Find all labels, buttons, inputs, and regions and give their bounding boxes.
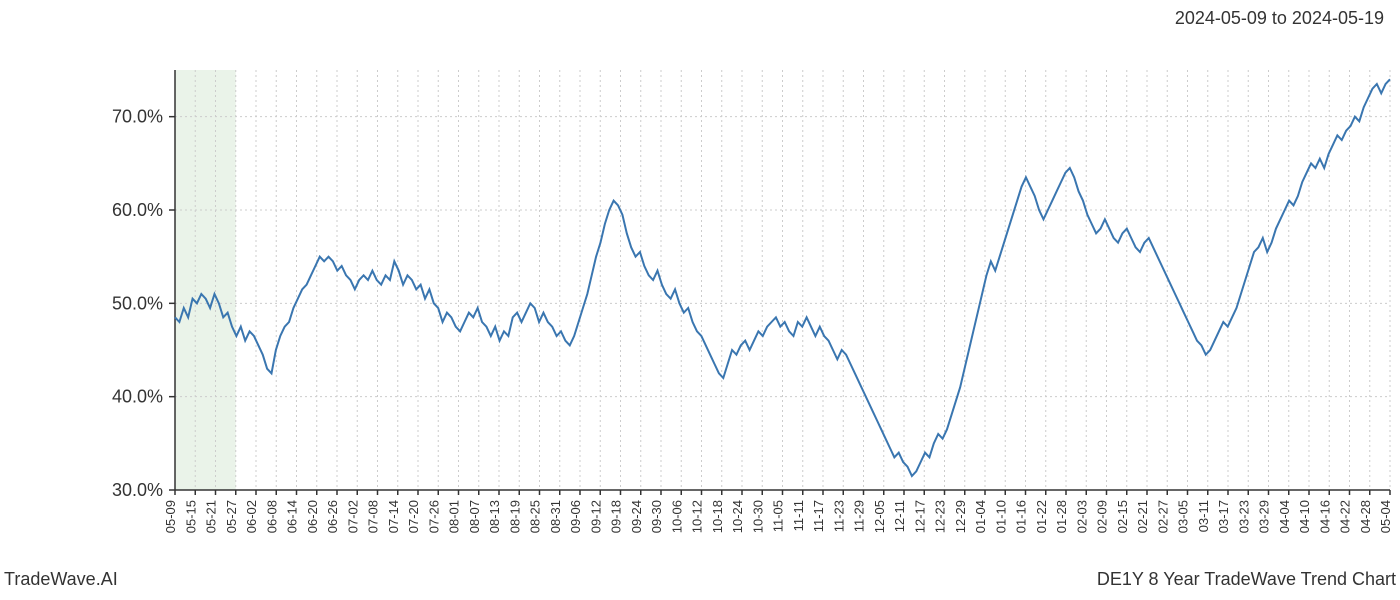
svg-text:07-26: 07-26	[426, 500, 441, 533]
svg-text:03-11: 03-11	[1196, 500, 1211, 532]
svg-text:04-10: 04-10	[1297, 500, 1312, 533]
svg-text:01-04: 01-04	[973, 500, 988, 533]
svg-text:40.0%: 40.0%	[112, 387, 163, 407]
svg-text:03-29: 03-29	[1257, 500, 1272, 533]
svg-text:05-15: 05-15	[183, 500, 198, 533]
svg-text:11-05: 11-05	[771, 500, 786, 532]
svg-text:10-24: 10-24	[730, 500, 745, 533]
svg-text:12-11: 12-11	[892, 500, 907, 532]
svg-text:02-03: 02-03	[1074, 500, 1089, 533]
svg-text:01-22: 01-22	[1034, 500, 1049, 533]
svg-text:04-22: 04-22	[1338, 500, 1353, 533]
svg-text:12-29: 12-29	[953, 500, 968, 533]
svg-text:05-09: 05-09	[163, 500, 178, 533]
svg-text:07-14: 07-14	[386, 500, 401, 533]
svg-text:70.0%: 70.0%	[112, 107, 163, 127]
svg-text:08-19: 08-19	[507, 500, 522, 533]
svg-text:12-23: 12-23	[933, 500, 948, 533]
svg-text:01-10: 01-10	[993, 500, 1008, 533]
svg-text:50.0%: 50.0%	[112, 293, 163, 313]
svg-text:02-15: 02-15	[1115, 500, 1130, 533]
svg-text:09-24: 09-24	[629, 500, 644, 533]
svg-text:02-27: 02-27	[1155, 500, 1170, 533]
svg-text:12-05: 12-05	[872, 500, 887, 533]
svg-text:01-16: 01-16	[1014, 500, 1029, 533]
svg-text:11-11: 11-11	[791, 500, 806, 531]
svg-text:06-14: 06-14	[285, 500, 300, 533]
footer-title: DE1Y 8 Year TradeWave Trend Chart	[1097, 569, 1396, 590]
svg-text:07-02: 07-02	[345, 500, 360, 533]
svg-text:07-20: 07-20	[406, 500, 421, 533]
svg-text:04-28: 04-28	[1358, 500, 1373, 533]
svg-text:05-04: 05-04	[1378, 500, 1393, 533]
svg-text:08-13: 08-13	[487, 500, 502, 533]
svg-text:04-04: 04-04	[1277, 500, 1292, 533]
svg-text:09-18: 09-18	[609, 500, 624, 533]
svg-text:06-26: 06-26	[325, 500, 340, 533]
svg-text:01-28: 01-28	[1054, 500, 1069, 533]
svg-text:04-16: 04-16	[1317, 500, 1332, 533]
svg-text:10-18: 10-18	[710, 500, 725, 533]
svg-text:10-30: 10-30	[750, 500, 765, 533]
svg-text:30.0%: 30.0%	[112, 480, 163, 500]
svg-text:06-08: 06-08	[264, 500, 279, 533]
svg-text:08-01: 08-01	[447, 500, 462, 533]
svg-text:02-09: 02-09	[1095, 500, 1110, 533]
svg-text:08-25: 08-25	[528, 500, 543, 533]
svg-text:03-05: 03-05	[1176, 500, 1191, 533]
svg-text:05-27: 05-27	[224, 500, 239, 533]
svg-text:07-08: 07-08	[366, 500, 381, 533]
svg-text:03-17: 03-17	[1216, 500, 1231, 533]
date-range-label: 2024-05-09 to 2024-05-19	[1175, 8, 1384, 29]
svg-text:02-21: 02-21	[1135, 500, 1150, 533]
svg-text:10-06: 10-06	[669, 500, 684, 533]
trend-chart: 30.0% 40.0% 50.0% 60.0% 70.0% 05-09 05-15 05-21…	[0, 40, 1400, 540]
svg-text:08-31: 08-31	[548, 500, 563, 533]
svg-text:09-06: 09-06	[568, 500, 583, 533]
svg-text:09-12: 09-12	[588, 500, 603, 533]
svg-text:11-29: 11-29	[852, 500, 867, 532]
svg-text:11-23: 11-23	[831, 500, 846, 532]
svg-text:06-20: 06-20	[305, 500, 320, 533]
svg-text:60.0%: 60.0%	[112, 200, 163, 220]
svg-text:03-23: 03-23	[1236, 500, 1251, 533]
svg-text:10-12: 10-12	[690, 500, 705, 533]
footer-brand: TradeWave.AI	[4, 569, 118, 590]
svg-text:05-21: 05-21	[204, 500, 219, 533]
svg-text:09-30: 09-30	[649, 500, 664, 533]
chart-svg: 30.0% 40.0% 50.0% 60.0% 70.0% 05-09 05-15 05-21…	[0, 40, 1400, 540]
svg-text:11-17: 11-17	[811, 500, 826, 532]
svg-text:08-07: 08-07	[467, 500, 482, 533]
svg-text:06-02: 06-02	[244, 500, 259, 533]
svg-text:12-17: 12-17	[912, 500, 927, 533]
